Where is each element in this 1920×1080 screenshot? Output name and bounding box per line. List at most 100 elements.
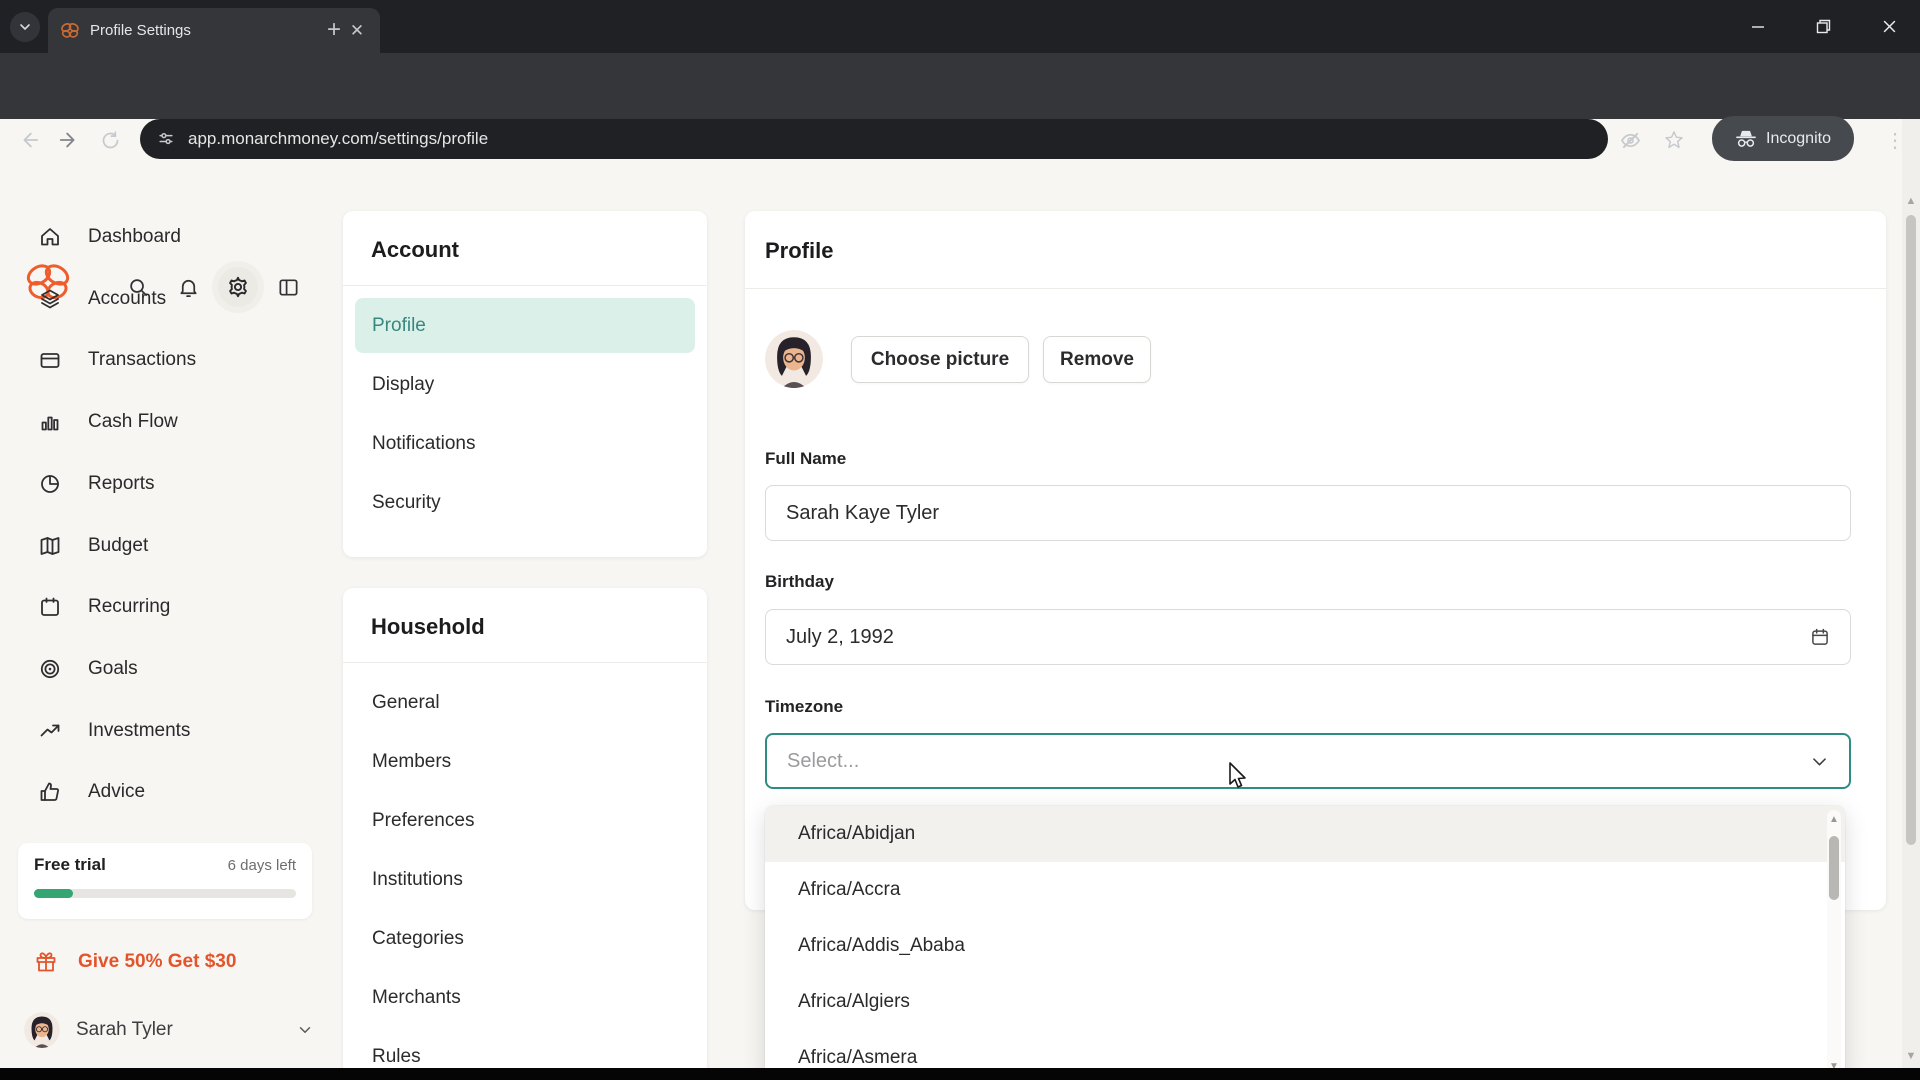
sidebar-item-advice[interactable]: Advice [20,770,320,814]
settings-nav-item-preferences[interactable]: Preferences [372,809,475,831]
settings-nav-item-categories[interactable]: Categories [372,927,464,949]
full-name-label: Full Name [765,449,847,468]
timezone-option[interactable]: Africa/Algiers [798,991,910,1012]
target-icon [38,657,62,681]
sidebar-item-cash-flow[interactable]: Cash Flow [20,400,320,444]
household-section-title: Household [343,588,707,663]
scroll-down-icon[interactable]: ▼ [1829,1061,1839,1072]
bell-icon [179,279,197,297]
household-nav-card: Household General Members Preferences Insti… [343,588,707,1080]
notifications-button[interactable] [168,267,208,307]
forward-button[interactable] [52,123,86,157]
timezone-option[interactable]: Africa/Abidjan [765,806,1845,862]
scroll-up-icon[interactable]: ▲ [1829,814,1839,825]
settings-nav-item-institutions[interactable]: Institutions [372,868,463,890]
sidebar-item-accounts[interactable]: Accounts [20,277,320,321]
incognito-label: Incognito [1766,129,1831,147]
user-avatar-image [24,1012,60,1048]
reload-button[interactable] [93,123,127,157]
window-close-button[interactable] [1858,0,1920,53]
referral-link[interactable]: Give 50% Get $30 [34,950,236,974]
sidebar-item-recurring[interactable]: Recurring [20,585,320,629]
trial-progress-fill [34,889,74,898]
site-settings-icon [159,132,173,145]
tab-search-button[interactable] [10,12,40,42]
choose-picture-button[interactable]: Choose picture [851,336,1029,383]
sidebar-item-label: Goals [88,657,138,679]
full-name-field[interactable]: Sarah Kaye Tyler [765,485,1851,541]
remove-picture-button[interactable]: Remove [1043,336,1151,383]
full-name-value: Sarah Kaye Tyler [786,501,940,524]
pie-chart-icon [38,472,62,496]
sidebar-item-dashboard[interactable]: Dashboard [20,215,320,259]
monarch-logo[interactable] [24,261,72,303]
map-icon [38,534,62,558]
timezone-option[interactable]: Africa/Addis_Ababa [798,935,965,956]
sidebar-item-investments[interactable]: Investments [20,709,320,753]
calendar-icon [1812,628,1828,645]
page-scrollbar[interactable]: ▲ ▼ [1902,119,1920,1068]
search-button[interactable] [118,267,158,307]
dropdown-scrollbar[interactable]: ▲ ▼ [1827,810,1841,1076]
avatar [24,1012,60,1048]
chevron-down-icon [20,24,30,31]
password-hide-button[interactable] [1613,123,1647,157]
panel-icon [278,278,298,296]
user-menu[interactable]: Sarah Tyler [24,1012,314,1048]
settings-nav-item-rules[interactable]: Rules [372,1045,421,1067]
sidebar-item-budget[interactable]: Budget [20,524,320,568]
window-minimize-button[interactable] [1727,0,1789,53]
birthday-value: July 2, 1992 [786,625,894,648]
address-bar[interactable]: app.monarchmoney.com/settings/profile [140,119,1608,159]
bookmark-button[interactable] [1657,123,1691,157]
bar-chart-icon [38,410,62,434]
page-scroll-thumb[interactable] [1906,215,1916,845]
timezone-option[interactable]: Africa/Accra [798,879,901,900]
back-button[interactable] [12,123,46,157]
timezone-option[interactable]: Africa/Asmera [798,1047,918,1068]
profile-title: Profile [745,211,1886,289]
birthday-label: Birthday [765,572,834,591]
page-scroll-up-icon[interactable]: ▲ [1905,195,1917,207]
timezone-select[interactable]: Select... [765,733,1851,789]
restore-icon [1816,19,1830,34]
calendar-icon [38,595,62,619]
sidebar-item-label: Advice [88,781,146,803]
birthday-field[interactable]: July 2, 1992 [765,609,1851,665]
close-icon [1883,20,1895,33]
account-section-title: Account [343,211,707,286]
back-icon [23,132,39,148]
monarch-favicon [61,23,79,38]
user-name: Sarah Tyler [76,1019,173,1040]
page-scroll-down-icon[interactable]: ▼ [1905,1050,1917,1062]
settings-nav-item-members[interactable]: Members [372,750,452,772]
settings-button[interactable] [218,267,258,307]
sidebar-item-goals[interactable]: Goals [20,647,320,691]
window-restore-button[interactable] [1792,0,1854,53]
account-nav-card: Account Profile Display Notifications Secur… [343,211,707,557]
minimize-icon [1752,25,1764,28]
household-nav-list: General Members Preferences Institutions Cat… [343,663,707,1080]
settings-nav-item-merchants[interactable]: Merchants [372,986,461,1008]
sidebar-item-reports[interactable]: Reports [20,462,320,506]
sidebar-item-transactions[interactable]: Transactions [20,338,320,382]
sidebar-item-label: Reports [88,472,155,494]
referral-label: Give 50% Get $30 [78,951,237,972]
dropdown-scroll-thumb[interactable] [1829,836,1839,900]
settings-nav-item-profile[interactable]: Profile [355,298,695,353]
settings-nav-item-security[interactable]: Security [372,491,441,513]
settings-nav-item-display[interactable]: Display [372,373,435,395]
chevron-down-icon [299,1027,311,1033]
browser-tab[interactable]: Profile Settings ✕ [48,8,380,53]
tab-title: Profile Settings [90,22,191,39]
trial-days-left: 6 days left [227,857,296,874]
sidebar-toggle-button[interactable] [268,267,308,307]
settings-nav-item-general[interactable]: General [372,691,440,713]
home-icon [38,225,62,249]
sidebar-item-label: Transactions [88,349,197,371]
settings-nav-item-notifications[interactable]: Notifications [372,432,476,454]
browser-menu-button[interactable]: ⋮ [1885,129,1905,152]
timezone-label: Timezone [765,697,844,716]
new-tab-button[interactable]: + [326,16,341,43]
tab-close-icon[interactable]: ✕ [349,20,365,40]
